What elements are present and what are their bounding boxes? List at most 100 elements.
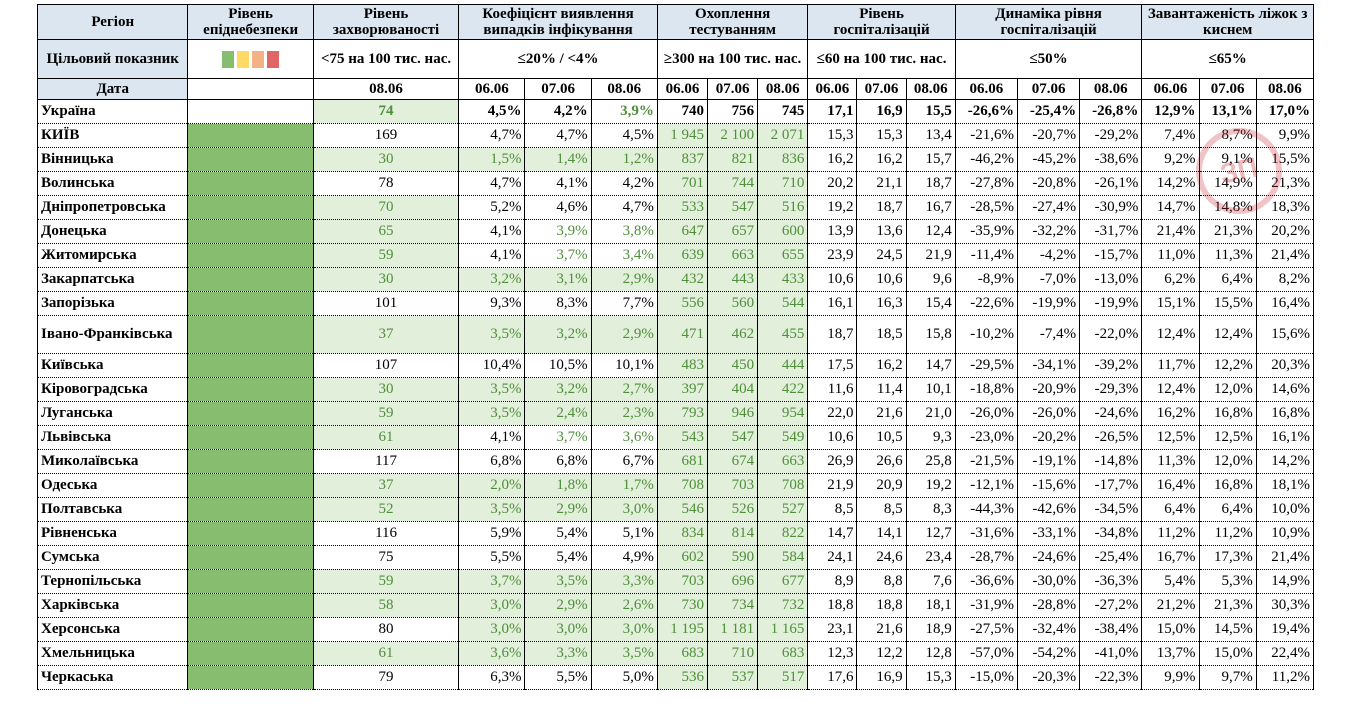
- danger-level-cell: [187, 593, 314, 618]
- region-name: Вінницька: [36, 147, 189, 172]
- testing-cell: 602: [656, 545, 709, 570]
- positivity-cell: 3,1%: [524, 267, 592, 292]
- oxygen-cell: 5,3%: [1198, 569, 1257, 594]
- positivity-cell: 2,9%: [590, 315, 658, 354]
- oxygen-cell: 22,4%: [1255, 641, 1315, 666]
- oxygen-cell: 20,2%: [1255, 219, 1315, 244]
- testing-cell: 683: [757, 641, 809, 666]
- testing-cell: 681: [656, 449, 709, 474]
- testing-cell: 1 181: [707, 617, 759, 642]
- hosp-dyn-cell: -22,0%: [1079, 315, 1143, 354]
- testing-cell: 444: [757, 353, 809, 378]
- date-cell: 08.06: [590, 78, 658, 100]
- positivity-cell: 3,5%: [458, 497, 526, 522]
- hosp-dyn-cell: -44,3%: [954, 497, 1018, 522]
- covid-indicators-table: Регіон Рівень епіднебезпеки Рівень захво…: [36, 4, 1315, 690]
- positivity-cell: 1,4%: [524, 147, 592, 172]
- hosp-dyn-cell: -33,1%: [1016, 521, 1081, 546]
- incidence-cell: 61: [312, 425, 460, 450]
- positivity-cell: 3,7%: [524, 425, 592, 450]
- positivity-cell: 2,6%: [590, 593, 658, 618]
- hosp-cell: 12,3: [807, 641, 858, 666]
- region-name: Волинська: [36, 171, 189, 196]
- testing-cell: 547: [707, 425, 759, 450]
- hosp-cell: 21,9: [905, 243, 956, 268]
- hosp-cell: 12,2: [856, 641, 907, 666]
- hosp-cell: 10,6: [807, 267, 858, 292]
- incidence-cell: 37: [312, 473, 460, 498]
- oxygen-cell: 14,8%: [1198, 195, 1257, 220]
- hosp-dyn-cell: -36,3%: [1079, 569, 1143, 594]
- positivity-cell: 6,8%: [458, 449, 526, 474]
- testing-cell: 710: [707, 641, 759, 666]
- hosp-dyn-cell: -18,8%: [954, 377, 1018, 402]
- testing-cell: 433: [757, 267, 809, 292]
- hosp-cell: 12,7: [905, 521, 956, 546]
- oxygen-cell: 8,7%: [1198, 123, 1257, 148]
- hosp-cell: 8,5: [807, 497, 858, 522]
- positivity-cell: 3,2%: [524, 377, 592, 402]
- hosp-dyn-cell: -38,6%: [1079, 147, 1143, 172]
- testing-cell: 954: [757, 401, 809, 426]
- date-cell: 06.06: [1141, 78, 1200, 100]
- col-hosp-header: Рівень госпіталізацій: [807, 4, 956, 40]
- hosp-cell: 8,3: [905, 497, 956, 522]
- hosp-cell: 23,4: [905, 545, 956, 570]
- positivity-cell: 4,5%: [458, 99, 526, 124]
- hosp-dyn-cell: -31,7%: [1079, 219, 1143, 244]
- region-name: КИЇВ: [36, 123, 189, 148]
- oxygen-cell: 11,3%: [1198, 243, 1257, 268]
- date-cell: 06.06: [807, 78, 858, 100]
- region-name: Закарпатська: [36, 267, 189, 292]
- table-row: Херсонська 80 3,0% 3,0% 3,0% 1 195 1 181 1 165 2…: [36, 617, 1315, 642]
- danger-level-cell: [187, 291, 314, 316]
- target-incidence: <75 на 100 тис. нас.: [312, 39, 460, 79]
- hosp-cell: 23,1: [807, 617, 858, 642]
- hosp-cell: 15,4: [905, 291, 956, 316]
- incidence-cell: 59: [312, 569, 460, 594]
- table-row: Миколаївська 117 6,8% 6,8% 6,7% 681 674 663 26,9…: [36, 449, 1315, 474]
- col-level-header: Рівень епіднебезпеки: [187, 4, 314, 40]
- hosp-cell: 20,2: [807, 171, 858, 196]
- oxygen-cell: 14,5%: [1198, 617, 1257, 642]
- incidence-cell: 74: [312, 99, 460, 124]
- oxygen-cell: 6,4%: [1198, 497, 1257, 522]
- level-legend: [187, 39, 314, 79]
- hosp-dyn-cell: -27,8%: [954, 171, 1018, 196]
- oxygen-cell: 16,8%: [1198, 401, 1257, 426]
- testing-cell: 745: [757, 99, 809, 124]
- positivity-cell: 3,4%: [590, 243, 658, 268]
- oxygen-cell: 16,7%: [1141, 545, 1200, 570]
- oxygen-cell: 12,2%: [1198, 353, 1257, 378]
- table-row: КИЇВ 169 4,7% 4,7% 4,5% 1 945 2 100 2 071 15,3 15…: [36, 123, 1315, 148]
- oxygen-cell: 14,7%: [1141, 195, 1200, 220]
- hosp-dyn-cell: -20,7%: [1016, 123, 1081, 148]
- testing-cell: 547: [707, 195, 759, 220]
- danger-level-cell: [187, 353, 314, 378]
- positivity-cell: 4,2%: [524, 99, 592, 124]
- positivity-cell: 2,4%: [524, 401, 592, 426]
- hosp-cell: 26,9: [807, 449, 858, 474]
- oxygen-cell: 12,4%: [1141, 315, 1200, 354]
- testing-cell: 560: [707, 291, 759, 316]
- region-rows: Україна 74 4,5% 4,2% 3,9% 740 756 745 17,1 16,9 15…: [36, 99, 1315, 690]
- danger-level-cell: [187, 315, 314, 354]
- hosp-cell: 16,2: [856, 353, 907, 378]
- legend-orange: [252, 50, 265, 68]
- positivity-cell: 2,0%: [458, 473, 526, 498]
- testing-cell: 701: [656, 171, 709, 196]
- positivity-cell: 3,6%: [590, 425, 658, 450]
- positivity-cell: 5,5%: [524, 665, 592, 690]
- testing-cell: 756: [707, 99, 759, 124]
- incidence-cell: 30: [312, 267, 460, 292]
- oxygen-cell: 13,7%: [1141, 641, 1200, 666]
- hosp-dyn-cell: -12,1%: [954, 473, 1018, 498]
- legend-red: [267, 50, 280, 68]
- oxygen-cell: 11,3%: [1141, 449, 1200, 474]
- oxygen-cell: 20,3%: [1255, 353, 1315, 378]
- testing-cell: 546: [656, 497, 709, 522]
- testing-cell: 422: [757, 377, 809, 402]
- target-label: Цільовий показник: [36, 39, 189, 79]
- hosp-cell: 16,1: [807, 291, 858, 316]
- hosp-cell: 18,7: [905, 171, 956, 196]
